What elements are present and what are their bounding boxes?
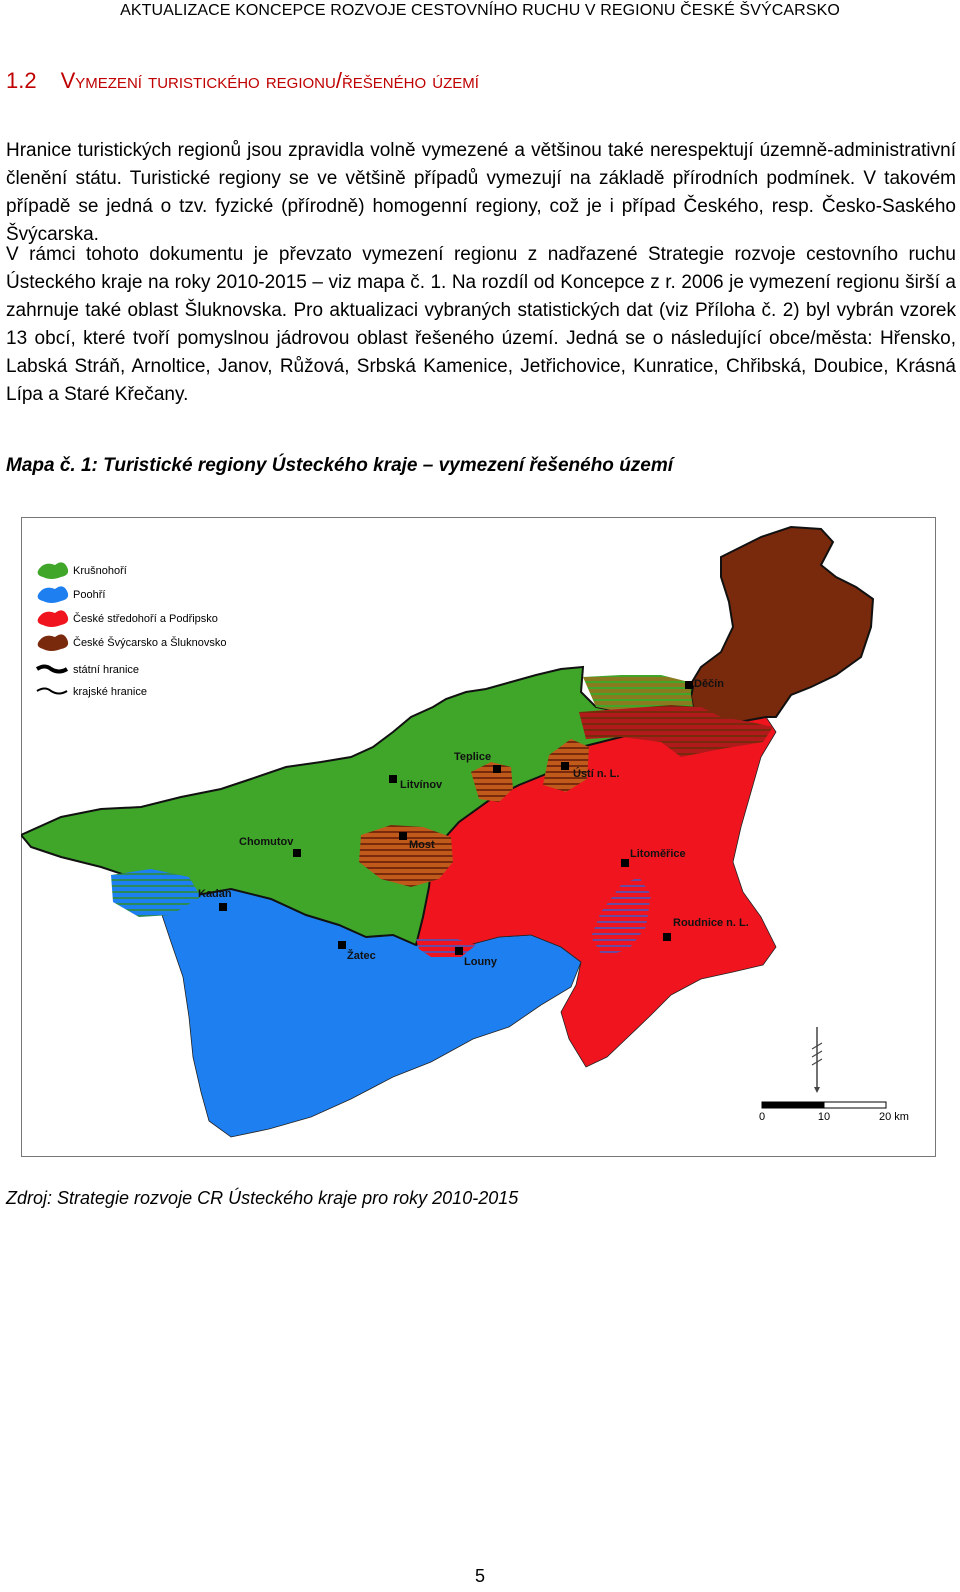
legend-label: Krušnohoří xyxy=(73,565,127,577)
city-label: Chomutov xyxy=(239,836,294,848)
legend-swatch xyxy=(37,610,69,627)
map-source: Zdroj: Strategie rozvoje CR Ústeckého kr… xyxy=(6,1188,519,1208)
section-title: Vymezení turistického regionu/řešeného ú… xyxy=(60,68,479,93)
page-number: 5 xyxy=(474,1566,485,1586)
zone-most xyxy=(359,825,453,887)
city-marker xyxy=(219,903,227,911)
city-marker xyxy=(663,933,671,941)
city-label: Děčín xyxy=(694,678,724,690)
legend-line-label: státní hranice xyxy=(73,664,139,676)
legend-swatch xyxy=(37,634,69,651)
zone-decin-south xyxy=(579,705,773,757)
legend-swatch xyxy=(37,586,69,603)
city-marker xyxy=(455,947,463,955)
region-svycarsko xyxy=(687,525,875,724)
scale-label-0: 0 xyxy=(759,1111,765,1123)
north-arrow-icon xyxy=(811,1027,823,1093)
map-legend: Krušnohoří Poohří České středohoří a Podři… xyxy=(35,562,226,698)
city-label: Most xyxy=(409,839,435,851)
legend-label: České středohoří a Podřipsko xyxy=(73,612,218,625)
legend-label: Poohří xyxy=(73,589,105,601)
city-label: Roudnice n. L. xyxy=(673,917,749,929)
city-marker xyxy=(338,941,346,949)
zone-litomerice xyxy=(591,877,651,957)
city-marker xyxy=(399,832,407,840)
scale-bar: 0 10 20 km xyxy=(759,1101,909,1123)
city-label: Žatec xyxy=(347,949,376,962)
running-header: AKTUALIZACE KONCEPCE ROZVOJE CESTOVNÍHO … xyxy=(120,2,840,19)
paragraph-intro: Hranice turistických regionů jsou zpravi… xyxy=(6,140,956,245)
legend-label: České Švýcarsko a Šluknovsko xyxy=(73,636,226,649)
zone-teplice xyxy=(471,762,513,802)
city-label: Litvínov xyxy=(400,779,443,791)
city-label: Ústí n. L. xyxy=(573,767,619,780)
zone-decin-north xyxy=(583,675,693,712)
section-heading: 1.2 Vymezení turistického regionu/řešenéh… xyxy=(6,68,479,94)
city-marker xyxy=(493,765,501,773)
scale-label-10: 10 xyxy=(818,1111,830,1123)
city-marker xyxy=(293,849,301,857)
map-caption: Mapa č. 1: Turistické regiony Ústeckého … xyxy=(6,455,674,476)
city-label: Louny xyxy=(464,956,498,968)
city-label: Teplice xyxy=(454,751,491,763)
city-marker xyxy=(389,775,397,783)
region-map: Krušnohoří Poohří České středohoří a Podři… xyxy=(19,517,936,1157)
zone-kadan xyxy=(111,869,201,917)
city-marker xyxy=(621,859,629,867)
city-marker xyxy=(685,681,693,689)
legend-line-label: krajské hranice xyxy=(73,686,147,698)
scale-label-20: 20 km xyxy=(879,1111,909,1123)
legend-swatch xyxy=(37,562,69,579)
city-label: Kadaň xyxy=(198,888,232,900)
legend-line xyxy=(35,664,69,674)
section-number: 1.2 xyxy=(6,68,37,93)
city-markers: Děčín Teplice Ústí n. L. Litvínov Chomutov Mo… xyxy=(198,678,749,968)
paragraph-delimitation: V rámci tohoto dokumentu je převzato vym… xyxy=(6,244,956,405)
city-label: Litoměřice xyxy=(630,848,686,860)
city-marker xyxy=(561,762,569,770)
legend-line xyxy=(36,687,68,695)
